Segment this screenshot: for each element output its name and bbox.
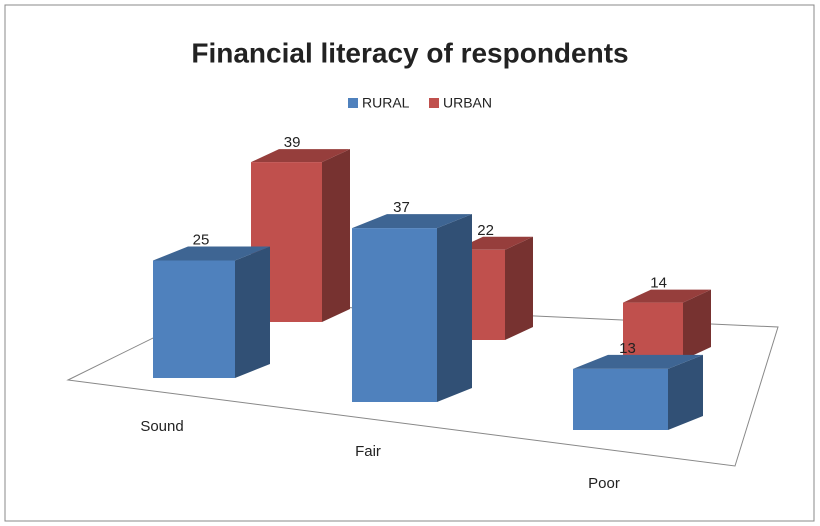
legend-swatch <box>429 98 439 108</box>
legend-label: RURAL <box>362 95 410 111</box>
bar-top <box>623 289 711 303</box>
x-tick-label: Sound <box>140 418 183 435</box>
bar <box>623 302 683 360</box>
bar <box>573 368 668 430</box>
bar-top <box>352 214 472 229</box>
bar-side <box>505 236 533 340</box>
data-label: 25 <box>193 231 210 248</box>
bar-top <box>153 246 270 261</box>
bar <box>153 260 235 378</box>
legend-label: URBAN <box>443 95 492 111</box>
data-label: 14 <box>650 275 667 292</box>
bar-side <box>322 149 350 322</box>
x-tick-label: Poor <box>588 475 620 492</box>
data-label: 13 <box>619 340 636 357</box>
x-tick-label: Fair <box>355 443 381 460</box>
bar-side <box>235 246 270 378</box>
bar-top <box>251 149 350 163</box>
legend-swatch <box>348 98 358 108</box>
data-label: 22 <box>477 222 494 239</box>
bar-side <box>683 289 711 360</box>
chart-title: Financial literacy of respondents <box>191 37 628 68</box>
bar-top <box>455 236 533 250</box>
bar-side <box>437 214 472 402</box>
data-label: 37 <box>393 199 410 216</box>
data-label: 39 <box>284 134 301 151</box>
bar-side <box>668 354 703 430</box>
bar-top <box>573 354 703 369</box>
bar <box>352 228 437 402</box>
